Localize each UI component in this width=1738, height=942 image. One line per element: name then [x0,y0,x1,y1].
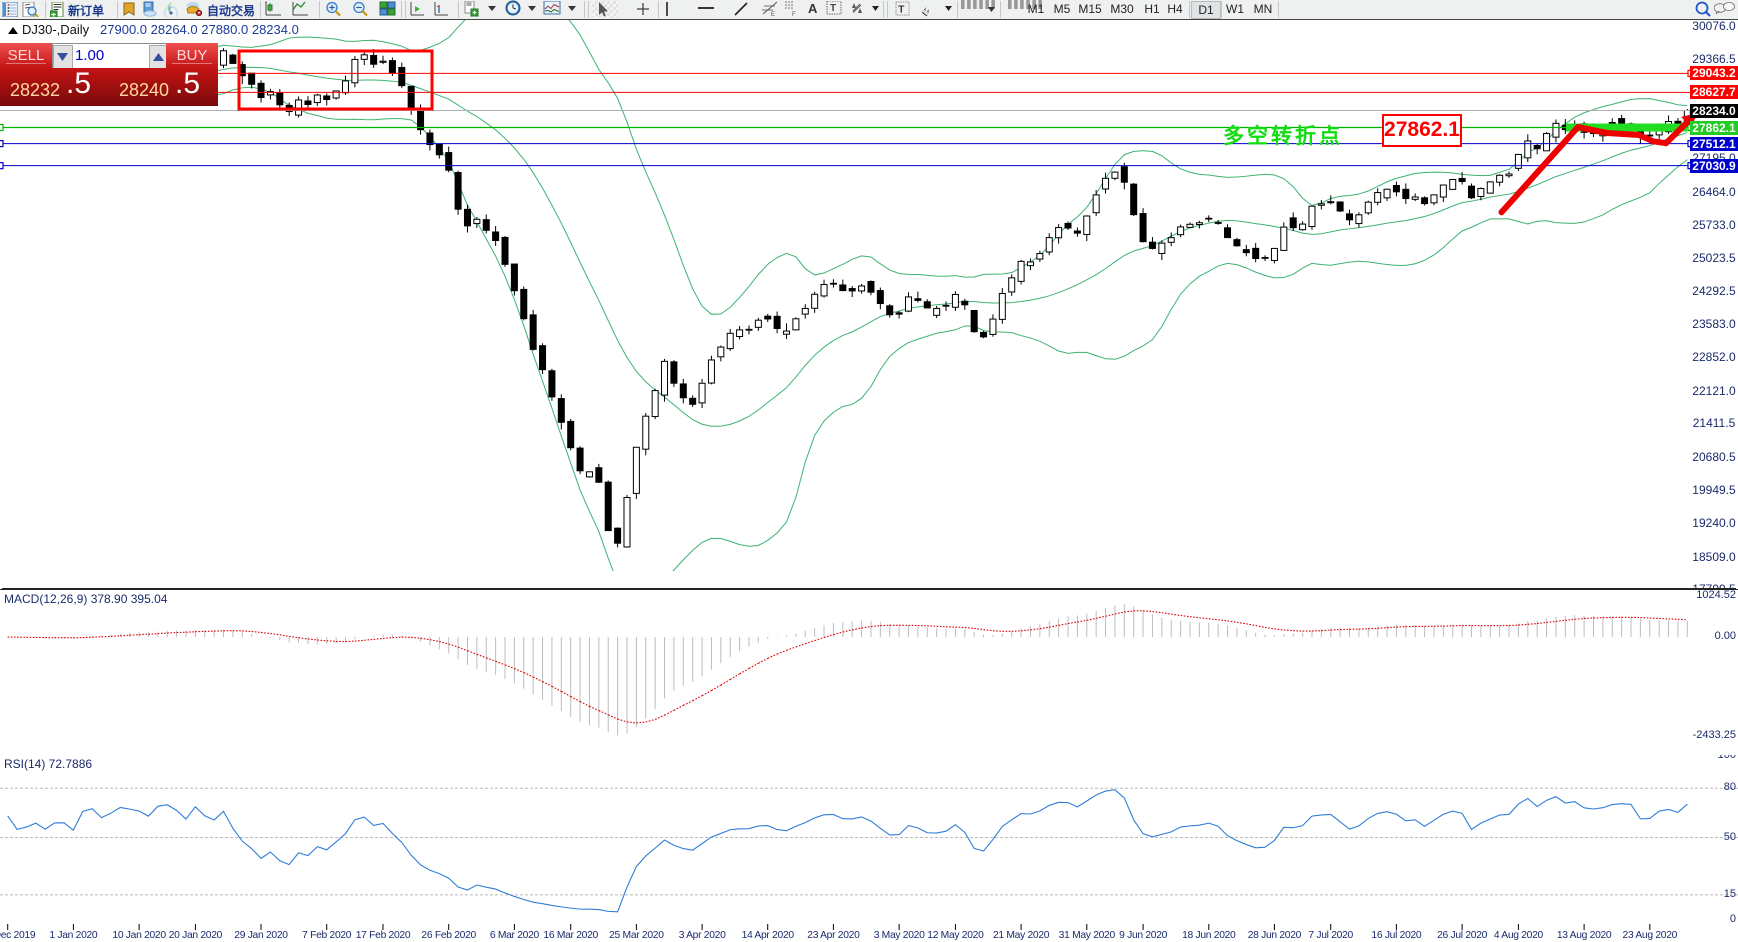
svg-text:T: T [830,3,836,14]
svg-text:F: F [792,12,796,17]
svg-text:T: T [898,5,904,16]
svg-text:E: E [771,12,775,17]
